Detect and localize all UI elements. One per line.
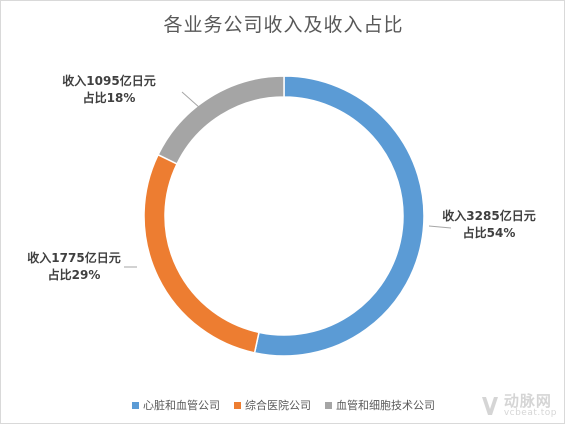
data-label-percent: 占比29% (48, 267, 101, 282)
leader-line (428, 225, 452, 229)
legend-item: 血管和细胞技术公司 (325, 397, 435, 413)
watermark-en: vcbeat.top (503, 408, 557, 418)
data-label-value: 收入3285亿日元 (442, 208, 535, 223)
legend-label: 血管和细胞技术公司 (336, 399, 435, 412)
pie-slice (253, 75, 425, 357)
legend-swatch (132, 401, 139, 409)
chart-title: 各业务公司收入及收入占比 (163, 14, 404, 36)
legend-swatch (234, 401, 241, 409)
data-label-percent: 占比18% (83, 90, 136, 105)
watermark-cn: 动脉网 (503, 392, 552, 410)
data-label-value: 收入1095亿日元 (62, 73, 155, 88)
legend-label: 综合医院公司 (245, 399, 311, 412)
leader-line (181, 91, 201, 109)
vb-logo-icon (481, 397, 498, 415)
data-label-percent: 占比54% (463, 225, 516, 240)
pie-slice (157, 75, 285, 165)
legend-item: 综合医院公司 (234, 397, 311, 413)
legend-swatch (325, 401, 332, 409)
watermark: 动脉网 vcbeat.top (480, 394, 557, 418)
legend-label: 心脏和血管公司 (143, 399, 220, 412)
data-label-value: 收入1775亿日元 (27, 250, 120, 265)
legend-item: 心脏和血管公司 (132, 397, 220, 413)
chart-legend: 心脏和血管公司 综合医院公司 血管和细胞技术公司 (0, 397, 567, 413)
pie-slice (143, 153, 260, 354)
